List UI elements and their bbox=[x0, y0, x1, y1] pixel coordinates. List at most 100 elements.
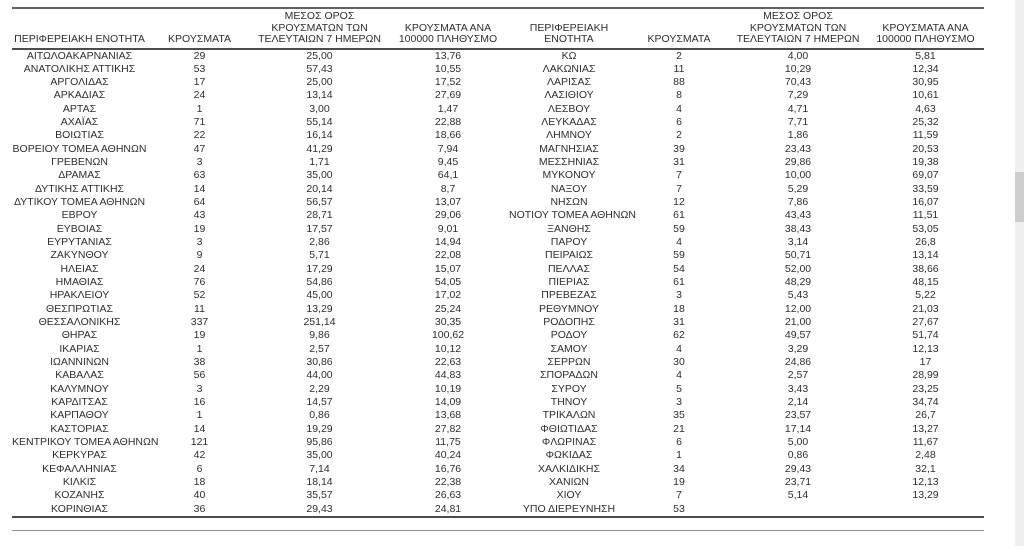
avg7-cell-right: 70,43 bbox=[784, 76, 812, 89]
cases-cell-left: 40 bbox=[193, 489, 206, 502]
avg7-cell-left: 28,71 bbox=[306, 209, 333, 222]
per100k-cell-right: 27,67 bbox=[912, 316, 939, 329]
region-cell-left: ΚΑΡΠΑΘΟΥ bbox=[50, 409, 109, 422]
cases-cell-left: 3 bbox=[196, 156, 203, 169]
cases-cell-right: 88 bbox=[673, 76, 685, 89]
cases-cell-right: 7 bbox=[676, 489, 682, 502]
cases-cell-left: 6 bbox=[196, 462, 203, 475]
per100k-cell-left: 13,07 bbox=[434, 196, 462, 209]
cases-cell-right: 59 bbox=[673, 222, 685, 235]
cases-cell-left: 42 bbox=[193, 449, 206, 462]
region-cell-right: ΤΗΝΟΥ bbox=[550, 396, 588, 409]
per100k-cell-left: 17,02 bbox=[434, 289, 462, 302]
region-cell-right: ΣΑΜΟΥ bbox=[550, 342, 588, 355]
region-cell-left: ΗΡΑΚΛΕΙΟΥ bbox=[49, 289, 110, 302]
region-cell-right: ΛΑΡΙΣΑΣ bbox=[547, 76, 591, 89]
cases-cell-right: 39 bbox=[673, 142, 685, 155]
cases-cell-right: 21 bbox=[673, 422, 685, 435]
avg7-cell-left: 19,29 bbox=[306, 422, 333, 435]
avg7-cell-left: 3,00 bbox=[309, 102, 330, 115]
per100k-cell-right: 53,05 bbox=[912, 222, 939, 235]
per100k-cell-right: 51,74 bbox=[912, 329, 939, 342]
cases-cell-right: 8 bbox=[676, 89, 682, 102]
cases-cell-left: 3 bbox=[196, 382, 203, 395]
per100k-cell-right: 13,14 bbox=[912, 249, 939, 262]
cases-cell-right: 2 bbox=[676, 129, 682, 142]
avg7-cell-left: 2,57 bbox=[309, 342, 330, 355]
per100k-cell-right: 26,7 bbox=[915, 409, 936, 422]
cases-cell-left: 11 bbox=[194, 302, 205, 315]
cases-cell-left: 29 bbox=[193, 49, 206, 62]
avg7-cell-right: 23,57 bbox=[784, 409, 812, 422]
per100k-cell-right: 30,95 bbox=[912, 76, 939, 89]
per100k-cell-right: 11,59 bbox=[912, 129, 939, 142]
region-cell-right: ΣΕΡΡΩΝ bbox=[547, 356, 591, 369]
vertical-scrollbar-track[interactable] bbox=[1015, 0, 1024, 546]
avg7-cell-left: 9,86 bbox=[309, 329, 330, 342]
per100k-cell-right: 20,53 bbox=[912, 142, 939, 155]
region-cell-left: ΚΕΦΑΛΛΗΝΙΑΣ bbox=[42, 462, 117, 475]
per100k-cell-left: 15,07 bbox=[434, 262, 462, 275]
vertical-scrollbar-thumb[interactable] bbox=[1015, 172, 1024, 222]
per100k-cell-left: 18,66 bbox=[434, 129, 462, 142]
avg7-cell-right: 5,14 bbox=[787, 489, 809, 502]
region-cell-right: ΠΕΙΡΑΙΩΣ bbox=[545, 249, 593, 262]
per100k-cell-right: 17 bbox=[919, 356, 932, 369]
cases-cell-right: 61 bbox=[673, 276, 685, 289]
cases-cell-right: 4 bbox=[676, 342, 682, 355]
header-avg7-left: ΜΕΣΟΣ ΟΡΟΣ ΚΡΟΥΣΜΑΤΩΝ ΤΩΝ ΤΕΛΕΥΤΑΙΩΝ 7 Η… bbox=[258, 10, 381, 45]
avg7-cell-left: 35,00 bbox=[306, 449, 333, 462]
region-cell-left: ΑΙΤΩΛΟΑΚΑΡΝΑΝΙΑΣ bbox=[26, 49, 133, 62]
avg7-cell-right: 29,86 bbox=[784, 156, 812, 169]
cases-cell-left: 16 bbox=[193, 396, 206, 409]
avg7-cell-right: 7,71 bbox=[787, 116, 809, 129]
per100k-cell-left: 27,82 bbox=[434, 422, 462, 435]
region-cell-right: ΣΥΡΟΥ bbox=[551, 382, 587, 395]
avg7-cell-left: 17,57 bbox=[306, 222, 333, 235]
table-body: ΑΙΤΩΛΟΑΚΑΡΝΑΝΙΑΣ 29 25,00 13,76 ΚΩ 2 4,00 5,81 Α… bbox=[12, 50, 984, 518]
cases-cell-right: 34 bbox=[673, 462, 685, 475]
cases-cell-right: 3 bbox=[676, 396, 682, 409]
avg7-cell-left: 16,14 bbox=[306, 129, 333, 142]
region-cell-left: ΕΥΒΟΙΑΣ bbox=[56, 222, 103, 235]
header-cases-right: ΚΡΟΥΣΜΑΤΑ bbox=[647, 33, 711, 45]
region-cell-right: ΝΟΤΙΟΥ ΤΟΜΕΑ ΑΘΗΝΩΝ bbox=[509, 209, 636, 222]
cases-cell-left: 43 bbox=[193, 209, 206, 222]
region-cell-right: ΠΡΕΒΕΖΑΣ bbox=[541, 289, 597, 302]
per100k-cell-right: 5,81 bbox=[915, 49, 936, 62]
per100k-cell-left: 26,63 bbox=[434, 489, 462, 502]
cases-cell-right: 7 bbox=[676, 169, 682, 182]
per100k-cell-right: 11,51 bbox=[912, 209, 939, 222]
cases-cell-left: 52 bbox=[193, 289, 206, 302]
region-cell-right: ΡΟΔΟΠΗΣ bbox=[543, 316, 595, 329]
cases-cell-left: 24 bbox=[193, 89, 206, 102]
avg7-cell-left: 2,29 bbox=[309, 382, 330, 395]
cases-cell-right: 1 bbox=[676, 449, 682, 462]
avg7-cell-right: 29,43 bbox=[784, 462, 812, 475]
region-cell-left: ΗΜΑΘΙΑΣ bbox=[55, 276, 104, 289]
per100k-cell-left: 40,24 bbox=[434, 449, 462, 462]
cases-cell-left: 76 bbox=[193, 276, 206, 289]
regional-cases-table: ΠΕΡΙΦΕΡΕΙΑΚΗ ΕΝΟΤΗΤΑ ΚΡΟΥΣΜΑΤΑ ΜΕΣΟΣ ΟΡΟ… bbox=[12, 7, 984, 531]
cases-cell-left: 14 bbox=[193, 422, 206, 435]
avg7-cell-left: 29,43 bbox=[306, 502, 333, 515]
cases-cell-right: 11 bbox=[673, 62, 685, 75]
cases-cell-right: 6 bbox=[676, 436, 682, 449]
avg7-cell-right: 10,00 bbox=[784, 169, 812, 182]
avg7-cell-left: 25,00 bbox=[306, 49, 333, 62]
cases-cell-left: 24 bbox=[193, 262, 206, 275]
cases-cell-left: 53 bbox=[193, 62, 206, 75]
avg7-cell-right: 3,14 bbox=[787, 236, 809, 249]
avg7-cell-right: 24,86 bbox=[784, 356, 812, 369]
region-cell-right: ΠΕΛΛΑΣ bbox=[547, 262, 591, 275]
avg7-cell-right: 38,43 bbox=[784, 222, 812, 235]
avg7-cell-right: 5,00 bbox=[787, 436, 809, 449]
avg7-cell-left: 2,86 bbox=[309, 236, 330, 249]
cases-cell-left: 337 bbox=[190, 316, 209, 329]
region-cell-left: ΚΟΖΑΝΗΣ bbox=[54, 489, 105, 502]
per100k-cell-left: 44,83 bbox=[434, 369, 462, 382]
per100k-cell-right bbox=[867, 503, 984, 516]
cases-cell-left: 1 bbox=[196, 102, 203, 115]
table-header-row: ΠΕΡΙΦΕΡΕΙΑΚΗ ΕΝΟΤΗΤΑ ΚΡΟΥΣΜΑΤΑ ΜΕΣΟΣ ΟΡΟ… bbox=[12, 9, 984, 50]
